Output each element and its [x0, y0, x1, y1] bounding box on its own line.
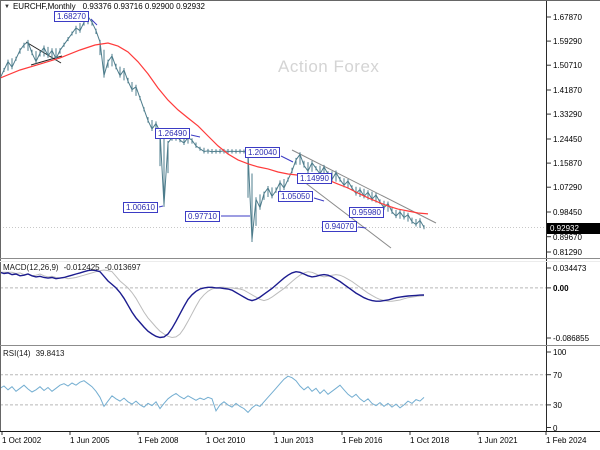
price-axis-label: 1.41870 [553, 86, 582, 95]
watermark: Action Forex [278, 57, 380, 76]
channel-trendline[interactable] [298, 177, 392, 249]
price-axis-border [546, 0, 547, 431]
price-annotation[interactable]: 1.05050 [278, 191, 313, 202]
macd-header: MACD(12,26,9) -0.012425 -0.013697 [3, 263, 141, 272]
price-axis-label: 1.59290 [553, 37, 582, 47]
price-annotation[interactable]: 1.20040 [245, 147, 280, 158]
time-axis-label: 1 Jun 2013 [274, 436, 314, 445]
rsi-value: 39.8413 [35, 349, 65, 358]
price-axis-label: 1.15870 [553, 159, 582, 169]
window-left-border [0, 0, 1, 431]
rsi-axis-label: 70 [553, 370, 562, 380]
annotation-connector [313, 197, 325, 202]
annotation-connector [190, 134, 201, 138]
macd-value-2: -0.013697 [104, 263, 141, 272]
price-series [0, 15, 425, 241]
panel-divider-macd-grip[interactable] [0, 261, 600, 262]
rsi-axis-label: 30 [553, 400, 562, 410]
price-annotation[interactable]: 0.97710 [185, 211, 220, 222]
price-axis-label: 1.24450 [553, 135, 582, 144]
price-axis-label: 0.89670 [553, 232, 582, 242]
price-axis-label: 1.33290 [553, 110, 582, 120]
moving-average-line [0, 42, 429, 215]
channel-trendline[interactable] [291, 149, 437, 224]
current-price-tag: 0.92932 [547, 222, 600, 234]
rsi-axis-label: 100 [553, 348, 567, 357]
price-annotation[interactable]: 1.00610 [123, 202, 158, 213]
symbol-period-label: EURCHF,Monthly [12, 2, 76, 11]
price-annotation[interactable]: 1.26490 [155, 128, 190, 139]
time-axis-label: 1 Jun 2005 [70, 436, 110, 445]
rsi-name: RSI(14) [3, 349, 31, 358]
time-axis-label: 1 Oct 2018 [410, 436, 450, 445]
window-top-border [0, 0, 600, 1]
ohlc-values: 0.93376 0.93716 0.92900 0.92932 [82, 2, 205, 11]
annotation-connector [158, 205, 164, 208]
time-axis-label: 1 Jun 2021 [478, 436, 518, 445]
macd-signal-line [0, 269, 425, 339]
rsi-header: RSI(14) 39.8413 [3, 349, 64, 358]
time-axis-label: 1 Oct 2002 [2, 436, 42, 445]
collapse-icon[interactable]: ▼ [4, 4, 10, 10]
price-axis-label: 1.07290 [553, 183, 582, 193]
price-axis-label: 1.50710 [553, 61, 582, 71]
macd-name: MACD(12,26,9) [3, 263, 59, 272]
panel-divider-rsi[interactable] [0, 345, 600, 346]
annotation-connector [280, 155, 294, 163]
price-annotation[interactable]: 1.14990 [297, 173, 332, 184]
time-axis-label: 1 Feb 2024 [546, 436, 587, 445]
time-axis-label: 1 Oct 2010 [206, 436, 246, 445]
rsi-line [0, 375, 425, 414]
rsi-axis-label: 0 [553, 423, 558, 433]
price-annotation[interactable]: 0.95980 [349, 207, 384, 218]
annotation-connector [90, 18, 98, 26]
price-axis-label: 0.98450 [553, 208, 582, 217]
macd-value-1: -0.012425 [63, 263, 100, 272]
price-annotation[interactable]: 1.68270 [54, 11, 89, 22]
time-axis-border [0, 431, 600, 432]
macd-axis-label: 0.00 [553, 283, 569, 293]
panel-divider-macd[interactable] [0, 258, 600, 259]
macd-axis-label: -0.086855 [553, 334, 590, 343]
time-axis-label: 1 Feb 2016 [342, 436, 383, 445]
time-axis-label: 1 Feb 2008 [138, 436, 179, 445]
annotation-connector [357, 226, 367, 229]
price-axis-label: 0.81290 [553, 248, 582, 257]
macd-main-line [0, 269, 425, 339]
macd-axis-label: 0.034473 [553, 264, 587, 273]
price-annotation[interactable]: 0.94070 [322, 221, 357, 232]
price-axis-label: 1.67870 [553, 13, 582, 22]
chart-title: ▼ EURCHF,Monthly 0.93376 0.93716 0.92900 0… [4, 2, 205, 11]
